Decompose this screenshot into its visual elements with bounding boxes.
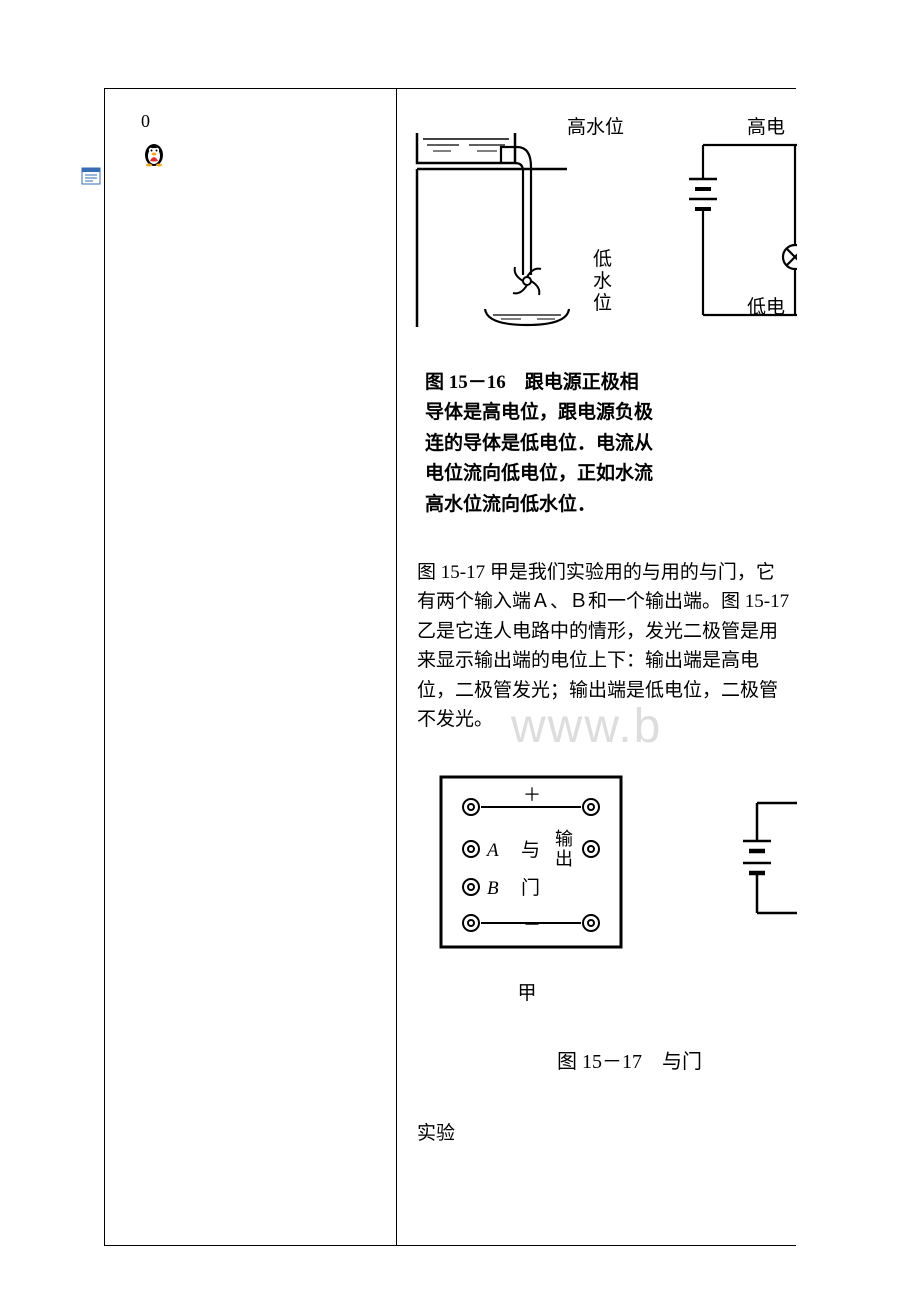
experiment-heading: 实验 — [397, 1074, 797, 1145]
label-low-water-1: 低 — [593, 248, 612, 270]
body-paragraph: 图 15-17 甲是我们实验用的与用的与门，它有两个输入端Ａ、Ｂ和一个输出端。图… — [397, 520, 797, 735]
right-column: www.b — [397, 89, 797, 1245]
label-high-v: 高电 — [747, 116, 785, 138]
label-low-water-2: 水 — [593, 270, 612, 292]
document-icon — [81, 167, 101, 185]
left-column: 0 — [105, 89, 397, 1245]
svg-text:与: 与 — [521, 839, 540, 861]
svg-text:门: 门 — [521, 877, 540, 899]
label-high-water: 高水位 — [567, 116, 624, 138]
page-frame: 0 www.b — [104, 88, 796, 1246]
label-low-water-3: 位 — [593, 292, 612, 314]
water-circuit-diagram: 高水位 低 水 位 — [397, 97, 797, 357]
caption16-prefix: 图 15－16 — [425, 372, 525, 393]
caption16-l1: 跟电源正极相 — [525, 372, 639, 393]
figure-15-17: ＋ A 与 输 出 B 门 － — [397, 763, 797, 1074]
svg-text:＋: ＋ — [523, 785, 541, 805]
svg-text:A: A — [485, 840, 499, 861]
and-gate-diagram: ＋ A 与 输 出 B 门 － — [397, 763, 797, 973]
zero-text: 0 — [141, 111, 150, 132]
figure-17-sublabel: 甲 — [397, 978, 657, 1005]
caption16-l4: 电位流向低电位，正如水流 — [425, 463, 653, 484]
svg-text:出: 出 — [555, 849, 573, 869]
caption16-l2: 导体是高电位，跟电源负极 — [425, 402, 653, 423]
figure-15-16-caption: 图 15－16 跟电源正极相 导体是高电位，跟电源负极 连的导体是低电位．电流从… — [397, 362, 797, 520]
svg-text:B: B — [487, 878, 499, 899]
figure-15-17-caption: 图 15－17 与门 — [397, 1005, 797, 1074]
figure-15-16: 高水位 低 水 位 — [397, 97, 797, 520]
qq-penguin-icon — [141, 139, 167, 167]
svg-text:－: － — [523, 915, 541, 935]
caption16-l3: 连的导体是低电位．电流从 — [425, 433, 653, 454]
svg-text:输: 输 — [555, 829, 573, 849]
caption16-l5: 高水位流向低水位． — [425, 494, 596, 515]
label-low-v: 低电 — [747, 296, 785, 318]
